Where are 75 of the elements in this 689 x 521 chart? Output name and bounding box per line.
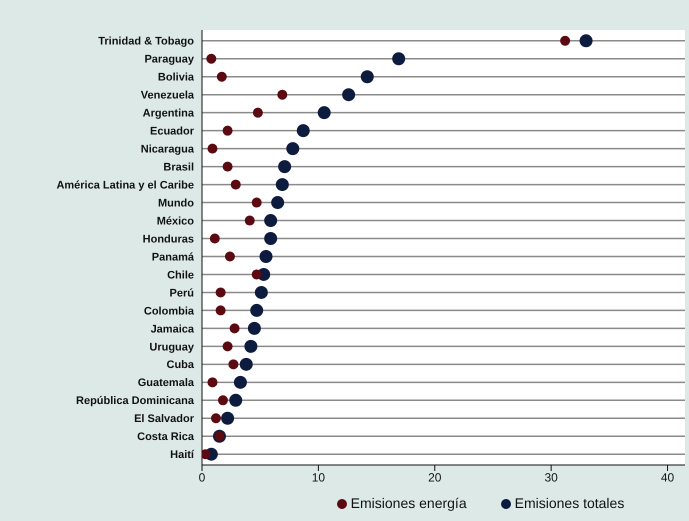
point — [252, 198, 262, 208]
point — [264, 232, 278, 246]
point — [260, 250, 273, 263]
point — [278, 160, 292, 174]
point — [206, 54, 216, 64]
point — [222, 162, 233, 172]
legend-label: Emisiones totales — [514, 495, 624, 511]
y-tick-label: Colombia — [144, 305, 195, 318]
x-tick-label: 30 — [544, 470, 558, 485]
point — [216, 287, 226, 298]
legend-label: Emisiones energía — [350, 495, 467, 511]
point — [276, 178, 289, 192]
point — [560, 36, 570, 46]
point — [222, 341, 233, 352]
point — [342, 88, 356, 102]
y-tick-label: Ecuador — [150, 126, 195, 138]
point — [228, 359, 238, 370]
y-tick-label: Venezuela — [140, 90, 195, 102]
point — [224, 251, 235, 262]
point — [230, 323, 240, 334]
point — [277, 90, 288, 100]
y-tick-label: Panamá — [152, 251, 195, 264]
y-tick-label: Trinidad & Tobago — [98, 36, 194, 48]
y-tick-label: Haití — [170, 449, 195, 462]
point — [240, 358, 253, 371]
x-tick-label: 40 — [660, 470, 675, 485]
point — [229, 394, 242, 407]
point — [252, 108, 263, 118]
point — [264, 214, 278, 228]
y-tick-label: Bolivia — [158, 72, 195, 84]
point — [271, 196, 284, 210]
point — [222, 126, 233, 136]
y-tick-label: Honduras — [142, 233, 194, 246]
y-tick-label: Nicaragua — [140, 144, 195, 156]
point — [216, 305, 226, 316]
point — [580, 34, 593, 48]
point — [250, 304, 264, 317]
y-tick-label: Paraguay — [144, 54, 195, 66]
y-tick-label: Perú — [170, 287, 194, 300]
point — [234, 376, 247, 389]
point — [207, 144, 218, 154]
y-tick-label: Argentina — [142, 108, 195, 120]
y-tick-label: Chile — [167, 269, 194, 282]
point — [221, 412, 234, 425]
point — [218, 395, 228, 406]
y-tick-label: América Latina y el Caribe — [56, 179, 194, 192]
y-tick-label: Brasil — [163, 162, 194, 174]
point — [296, 124, 310, 138]
point — [230, 180, 241, 190]
point — [252, 269, 262, 280]
point — [210, 413, 221, 424]
y-tick-label: Cuba — [166, 359, 195, 372]
point — [318, 106, 331, 120]
y-tick-label: Jamaica — [150, 323, 195, 336]
point — [254, 286, 268, 299]
point — [244, 340, 258, 353]
y-tick-label: Mundo — [158, 197, 194, 210]
point — [360, 70, 374, 84]
y-tick-label: Costa Rica — [137, 431, 195, 444]
point — [244, 216, 255, 226]
point — [207, 377, 218, 388]
point — [216, 72, 227, 82]
y-tick-label: Guatemala — [138, 377, 195, 390]
point — [392, 52, 406, 66]
y-tick-label: El Salvador — [134, 413, 195, 426]
point — [286, 142, 300, 156]
x-tick-label: 20 — [428, 470, 442, 485]
x-tick-label: 0 — [198, 470, 206, 485]
y-tick-label: República Dominicana — [76, 395, 195, 408]
point — [248, 322, 261, 335]
point — [202, 449, 210, 460]
x-tick-label: 10 — [312, 470, 326, 485]
y-tick-label: Uruguay — [149, 341, 195, 354]
y-tick-label: México — [156, 215, 194, 228]
point — [210, 234, 220, 244]
